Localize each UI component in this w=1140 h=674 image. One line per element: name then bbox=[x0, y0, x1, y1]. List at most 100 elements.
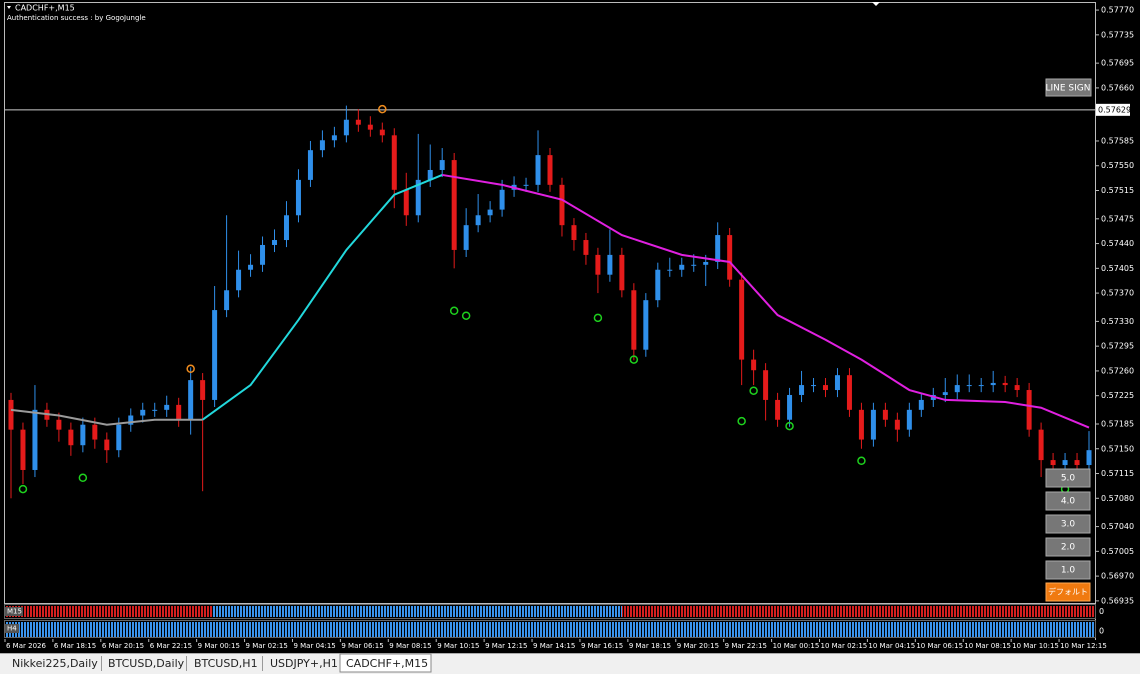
candle-body bbox=[200, 380, 206, 400]
candle-body bbox=[248, 264, 254, 270]
x-tick-label: 9 Mar 12:15 bbox=[485, 642, 527, 650]
signal-marker bbox=[629, 355, 639, 364]
y-tick-label: 0.57475 bbox=[1101, 214, 1134, 223]
button-label[interactable]: 4.0 bbox=[1061, 497, 1076, 507]
candle-body bbox=[523, 184, 529, 186]
candle-body bbox=[643, 300, 649, 350]
candle-body bbox=[727, 235, 733, 280]
candle-body bbox=[427, 169, 433, 180]
strip-value: 0 bbox=[1099, 627, 1104, 636]
tab-label[interactable]: USDJPY+,H1 bbox=[270, 657, 338, 670]
strip-label: H4 bbox=[7, 625, 17, 633]
candle-body bbox=[56, 419, 62, 430]
candle-body bbox=[607, 254, 613, 275]
signal-marker bbox=[18, 484, 28, 494]
button[interactable]: 1.0 bbox=[1045, 560, 1091, 580]
candle-body bbox=[763, 370, 769, 400]
candle-body bbox=[954, 385, 960, 393]
candle-body bbox=[475, 215, 481, 226]
candle-body bbox=[559, 184, 565, 226]
candle-body bbox=[439, 160, 445, 170]
candle-body bbox=[1002, 382, 1008, 386]
strip-red bbox=[622, 606, 1095, 617]
y-tick-label: 0.57225 bbox=[1101, 391, 1134, 400]
button[interactable]: 3.0 bbox=[1045, 514, 1091, 534]
candle-body bbox=[1050, 460, 1056, 466]
x-tick-label: 10 Mar 10:15 bbox=[1012, 642, 1059, 650]
candle-body bbox=[667, 269, 673, 271]
strip-label: M15 bbox=[7, 608, 22, 616]
candle-body bbox=[451, 160, 457, 250]
tab-label[interactable]: BTCUSD,H1 bbox=[194, 657, 258, 670]
last-price-box bbox=[1096, 103, 1130, 116]
signal-marker bbox=[78, 473, 88, 483]
y-tick-label: 0.57695 bbox=[1101, 59, 1134, 68]
y-tick-label: 0.57080 bbox=[1101, 494, 1134, 503]
candle-body bbox=[236, 269, 242, 291]
candle-body bbox=[140, 409, 146, 416]
signal-marker bbox=[593, 313, 603, 323]
x-tick-label: 9 Mar 14:15 bbox=[533, 642, 575, 650]
x-tick-label: 6 Mar 2026 bbox=[6, 642, 46, 650]
tab-label[interactable]: CADCHF+,M15 bbox=[346, 657, 428, 670]
tab-bar bbox=[0, 653, 1140, 674]
button-label[interactable]: LINE SIGN bbox=[1045, 84, 1090, 94]
button-label[interactable]: 3.0 bbox=[1061, 520, 1076, 530]
candle-body bbox=[164, 404, 170, 410]
candle-body bbox=[1086, 450, 1092, 466]
tab[interactable]: USDJPY+,H1 bbox=[270, 657, 338, 670]
candle-body bbox=[775, 399, 781, 420]
candle-body bbox=[1026, 390, 1032, 430]
signal-marker bbox=[461, 311, 471, 320]
candle-body bbox=[906, 409, 912, 430]
button[interactable]: 4.0 bbox=[1045, 491, 1091, 511]
candle-body bbox=[32, 409, 38, 470]
candle-body bbox=[116, 424, 122, 451]
y-tick-label: 0.57330 bbox=[1101, 317, 1134, 326]
tab[interactable]: BTCUSD,H1 bbox=[194, 657, 258, 670]
y-tick-label: 0.56970 bbox=[1101, 572, 1134, 581]
button[interactable]: デフォルト bbox=[1045, 582, 1091, 602]
candle-body bbox=[787, 394, 793, 420]
x-tick-label: 10 Mar 02:15 bbox=[821, 642, 868, 650]
candle-body bbox=[104, 439, 110, 451]
y-tick-label: 0.57405 bbox=[1101, 264, 1134, 273]
tab[interactable]: Nikkei225,Daily bbox=[12, 657, 98, 670]
candle-body bbox=[1074, 460, 1080, 466]
button-label[interactable]: デフォルト bbox=[1048, 587, 1088, 597]
moving-average bbox=[442, 173, 1090, 429]
candle-body bbox=[870, 409, 876, 440]
candle-body bbox=[224, 290, 230, 311]
strip-label-bg bbox=[5, 607, 23, 616]
candle-body bbox=[990, 382, 996, 386]
candle-body bbox=[68, 429, 74, 446]
button-label[interactable]: 2.0 bbox=[1061, 543, 1076, 553]
candle-body bbox=[918, 399, 924, 410]
x-tick-label: 10 Mar 04:15 bbox=[868, 642, 915, 650]
button-label[interactable]: 1.0 bbox=[1061, 566, 1076, 576]
tab[interactable]: BTCUSD,Daily bbox=[108, 657, 185, 670]
button-label[interactable]: 5.0 bbox=[1061, 474, 1076, 484]
tab-label[interactable]: Nikkei225,Daily bbox=[12, 657, 98, 670]
candle-body bbox=[595, 254, 601, 275]
y-tick-label: 0.57295 bbox=[1101, 342, 1134, 351]
x-tick-label: 6 Mar 20:15 bbox=[102, 642, 144, 650]
tab[interactable]: CADCHF+,M15 bbox=[346, 657, 428, 670]
y-tick-label: 0.57585 bbox=[1101, 136, 1134, 145]
strip-frame bbox=[4, 620, 1096, 638]
candle-body bbox=[751, 359, 757, 371]
last-price-label: 0.57629 bbox=[1098, 105, 1131, 114]
tab-label[interactable]: BTCUSD,Daily bbox=[108, 657, 185, 670]
candle-body bbox=[499, 189, 505, 210]
candle-body bbox=[343, 119, 349, 136]
button[interactable]: 5.0 bbox=[1045, 468, 1091, 488]
y-tick-label: 0.57770 bbox=[1101, 6, 1134, 15]
button[interactable]: LINE SIGN bbox=[1045, 78, 1092, 97]
x-tick-label: 9 Mar 04:15 bbox=[293, 642, 335, 650]
candle-body bbox=[811, 385, 817, 387]
strip-red bbox=[5, 606, 212, 617]
candle-body bbox=[571, 225, 577, 241]
x-tick-label: 10 Mar 08:15 bbox=[964, 642, 1011, 650]
button[interactable]: 2.0 bbox=[1045, 537, 1091, 557]
candle-body bbox=[20, 429, 26, 470]
